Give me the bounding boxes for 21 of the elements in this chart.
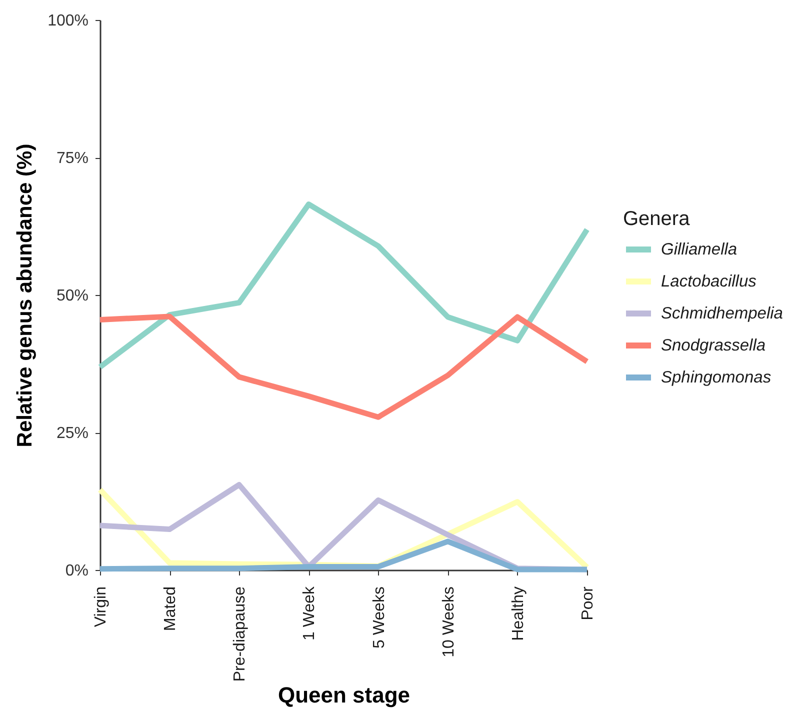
legend-label: Schmidhempelia <box>661 304 783 322</box>
legend-title: Genera <box>623 208 691 230</box>
x-tick-label: Healthy <box>510 586 527 641</box>
y-tick-label: 0% <box>65 562 88 580</box>
legend-label: Gilliamella <box>661 240 738 258</box>
x-tick-label: Poor <box>580 586 596 620</box>
x-tick-label: Pre-diapause <box>232 586 249 682</box>
legend-label: Sphingomonas <box>661 368 772 386</box>
x-tick-label: Mated <box>162 586 180 631</box>
x-axis-title: Queen stage <box>278 682 410 708</box>
y-tick-label: 75% <box>56 150 88 167</box>
x-tick-label: 5 Weeks <box>370 586 388 648</box>
y-tick-label: 100% <box>48 12 88 30</box>
y-tick-label: 25% <box>56 425 88 442</box>
legend-label: Snodgrassella <box>661 336 766 354</box>
x-tick-label: 1 Week <box>301 586 318 640</box>
x-tick-label: Virgin <box>92 586 110 628</box>
y-axis-title: Relative genus abundance (%) <box>14 144 36 448</box>
y-tick-label: 50% <box>56 288 88 304</box>
x-tick-label: 10 Weeks <box>440 586 458 658</box>
legend-label: Lactobacillus <box>661 272 756 290</box>
